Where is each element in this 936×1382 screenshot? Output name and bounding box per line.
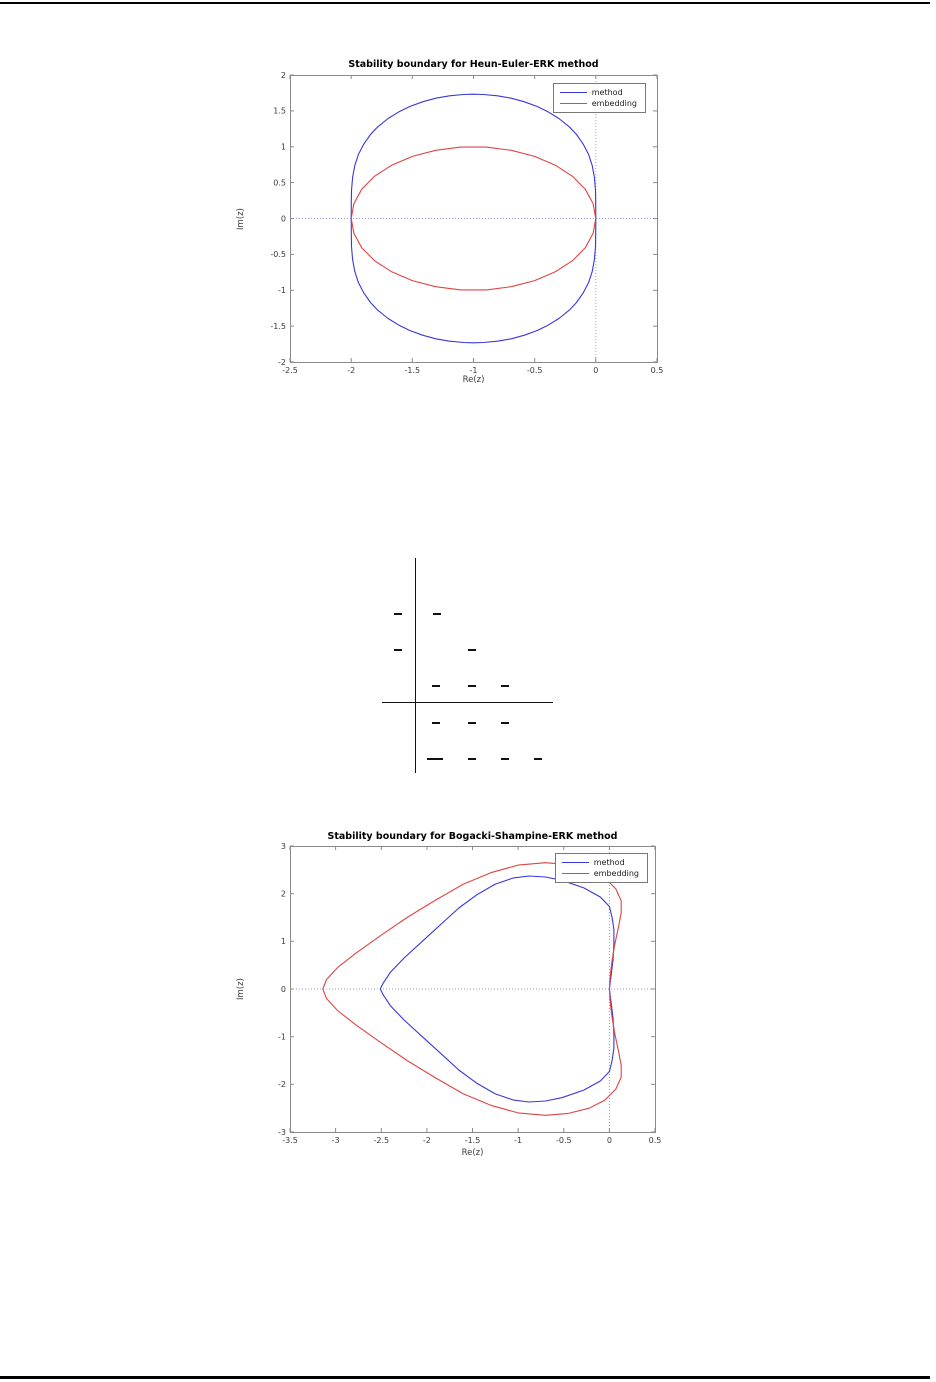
chart-title: Stability boundary for Bogacki-Shampine-… [327, 831, 618, 842]
stability-chart-bogacki-shampine: -3.5 -3 -2.5 -2 -1.5 -1 -0.5 0 0.5 -3 -2 -1 0 1 2 3 Sta… [230, 826, 690, 1171]
legend-line [561, 873, 589, 874]
x-tick-label: -0.5 [527, 366, 543, 375]
tableau-mark [501, 722, 509, 724]
tableau-mark [433, 613, 441, 615]
x-tick-label: -2 [423, 1136, 431, 1145]
y-tick-label: 1 [281, 143, 286, 152]
tableau-mark [432, 722, 440, 724]
tableau-mark [501, 758, 509, 760]
x-axis-label: Re(z) [461, 1148, 484, 1158]
legend-entry-embedding: embedding [559, 98, 637, 109]
series-method [379, 875, 615, 1103]
x-tick-label: -3.5 [282, 1136, 298, 1145]
top-rule [0, 2, 930, 4]
legend-label: embedding [593, 869, 639, 878]
y-tick-label: 0.5 [273, 178, 286, 187]
legend-entry-method: method [561, 857, 639, 868]
legend: method embedding [554, 853, 648, 883]
y-tick-label: 0 [281, 214, 286, 223]
y-tick-label: -0.5 [270, 250, 286, 259]
tableau-mark [432, 685, 440, 687]
y-tick-label: -2 [278, 1080, 286, 1089]
legend-entry-embedding: embedding [561, 868, 639, 879]
x-tick-label: 0.5 [651, 366, 664, 375]
x-tick-label: -0.5 [556, 1136, 572, 1145]
y-tick-label: 3 [281, 842, 286, 851]
y-tick-label: 2 [281, 890, 286, 899]
legend-line [561, 862, 589, 863]
x-tick-label: -2 [347, 366, 355, 375]
series-embedding [322, 862, 622, 1116]
chart-canvas: -2.5 -2 -1.5 -1 -0.5 0 0.5-2-1.5-1-0.500.511.5… [270, 71, 664, 375]
y-tick-label: -2 [278, 358, 286, 367]
y-tick-label: 1 [281, 937, 286, 946]
x-tick-label: -1 [514, 1136, 522, 1145]
tableau-mark [394, 613, 402, 615]
legend-label: method [593, 858, 625, 867]
tableau-mark [501, 685, 509, 687]
tableau-line [382, 702, 553, 704]
x-tick-label: -2.5 [373, 1136, 389, 1145]
x-axis-label: Re(z) [462, 375, 485, 385]
tableau-mark [534, 758, 542, 760]
legend: method embedding [552, 83, 646, 113]
legend-label: method [591, 88, 623, 97]
y-tick-label: -3 [278, 1128, 286, 1137]
x-tick-label: 0 [607, 1136, 612, 1145]
tableau-mark [468, 685, 476, 687]
x-tick-label: -1.5 [404, 366, 420, 375]
series-embedding [350, 146, 597, 291]
x-tick-label: -1.5 [465, 1136, 481, 1145]
x-tick-label: 0 [593, 366, 598, 375]
y-tick-label: -1 [278, 286, 286, 295]
tableau-mark [394, 649, 402, 651]
y-tick-label: 1.5 [273, 107, 286, 116]
y-axis-label-wrap: Im(z) [234, 846, 248, 1132]
stability-chart-heun-euler: -2.5 -2 -1.5 -1 -0.5 0 0.5 -2 -1.5 -1 -0.5 0 0.5 1 1.5… [230, 55, 690, 395]
legend-label: embedding [591, 99, 637, 108]
chart-title: Stability boundary for Heun-Euler-ERK me… [348, 59, 599, 70]
y-tick-label: 0 [281, 985, 286, 994]
y-tick-label: -1 [278, 1033, 286, 1042]
tableau-mark [468, 722, 476, 724]
x-tick-label: -1 [470, 366, 478, 375]
tableau-mark [427, 758, 443, 760]
tableau-line [415, 558, 417, 773]
bottom-rule [0, 1376, 930, 1379]
legend-line [559, 92, 587, 93]
tableau-mark [468, 758, 476, 760]
y-tick-label: 2 [281, 71, 286, 80]
legend-line [559, 103, 587, 104]
y-axis-label: Im(z) [236, 978, 247, 1000]
x-tick-label: -3 [332, 1136, 340, 1145]
tableau-mark [468, 649, 476, 651]
x-tick-label: 0.5 [649, 1136, 662, 1145]
x-tick-label: -2.5 [282, 366, 298, 375]
y-tick-label: -1.5 [270, 322, 286, 331]
legend-entry-method: method [559, 87, 637, 98]
